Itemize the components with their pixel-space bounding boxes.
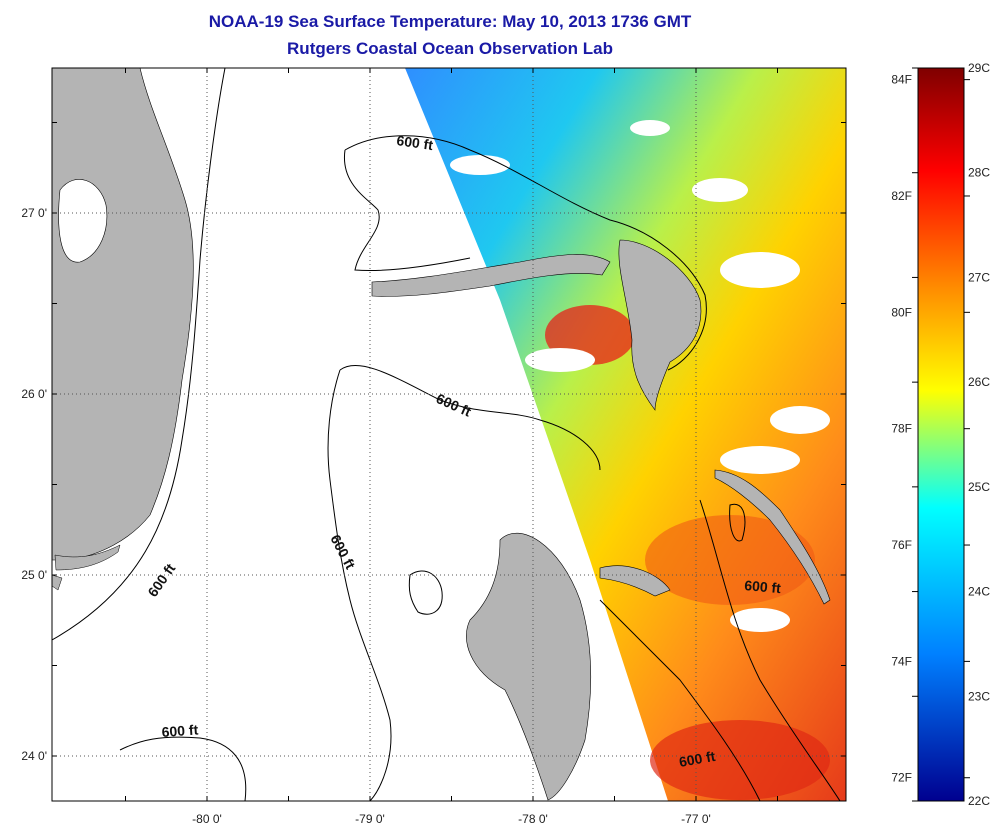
warm-patch bbox=[645, 515, 815, 605]
colorbar-celsius-label: 27C bbox=[968, 270, 990, 284]
lat-tick-label: 27 0' bbox=[21, 206, 47, 220]
colorbar-fahrenheit-label: 72F bbox=[891, 771, 912, 785]
colorbar-fahrenheit-label: 84F bbox=[891, 73, 912, 87]
colorbar-fahrenheit-label: 74F bbox=[891, 654, 912, 668]
eleuthera-land bbox=[714, 469, 831, 605]
contour-label: 600 ft bbox=[744, 577, 782, 596]
map-ticks: -80 0' -79 0' -78 0' -77 0' 27 0' 26 0' 25 0' 2… bbox=[21, 68, 846, 826]
grand-bahama-land bbox=[371, 254, 611, 297]
abaco-land bbox=[618, 239, 702, 411]
lat-tick-label: 24 0' bbox=[21, 749, 47, 763]
colorbar-celsius-label: 24C bbox=[968, 585, 990, 599]
colorbar-fahrenheit-label: 76F bbox=[891, 538, 912, 552]
colorbar-celsius-label: 25C bbox=[968, 480, 990, 494]
map-title: NOAA-19 Sea Surface Temperature: May 10,… bbox=[208, 12, 692, 31]
lon-tick-label: -80 0' bbox=[192, 812, 222, 826]
lon-tick-label: -77 0' bbox=[681, 812, 711, 826]
map-subtitle: Rutgers Coastal Ocean Observation Lab bbox=[287, 39, 613, 58]
colorbar-fahrenheit-label: 82F bbox=[891, 189, 912, 203]
colorbar-labels: 29C 28C 27C 26C 25C 24C 23C 22C 84F 82F 80F 78F 76F 7… bbox=[891, 61, 990, 808]
colorbar-celsius-label: 23C bbox=[968, 689, 990, 703]
contour-label: 600 ft bbox=[161, 721, 199, 740]
andros-land bbox=[466, 532, 592, 801]
exumas-land bbox=[599, 565, 671, 597]
lat-tick-label: 26 0' bbox=[21, 387, 47, 401]
colorbar-celsius-label: 29C bbox=[968, 61, 990, 75]
colorbar bbox=[917, 67, 965, 802]
florida-keys bbox=[52, 544, 121, 591]
contour-label: 600 ft bbox=[396, 132, 435, 153]
cloud-mask bbox=[450, 120, 830, 632]
map-frame bbox=[51, 67, 847, 802]
lon-tick-label: -79 0' bbox=[355, 812, 385, 826]
colorbar-fahrenheit-label: 78F bbox=[891, 422, 912, 436]
bathymetry-contours bbox=[52, 68, 841, 801]
lon-tick-label: -78 0' bbox=[518, 812, 548, 826]
colorbar-celsius-label: 22C bbox=[968, 794, 990, 808]
lat-tick-label: 25 0' bbox=[21, 568, 47, 582]
warm-patch bbox=[650, 720, 830, 800]
lat-lon-grid bbox=[52, 68, 846, 801]
colorbar-celsius-label: 26C bbox=[968, 375, 990, 389]
lake-okeechobee bbox=[58, 179, 108, 263]
colorbar-celsius-label: 28C bbox=[968, 166, 990, 180]
colorbar-fahrenheit-label: 80F bbox=[891, 305, 912, 319]
contour-label: 600 ft bbox=[678, 748, 717, 770]
